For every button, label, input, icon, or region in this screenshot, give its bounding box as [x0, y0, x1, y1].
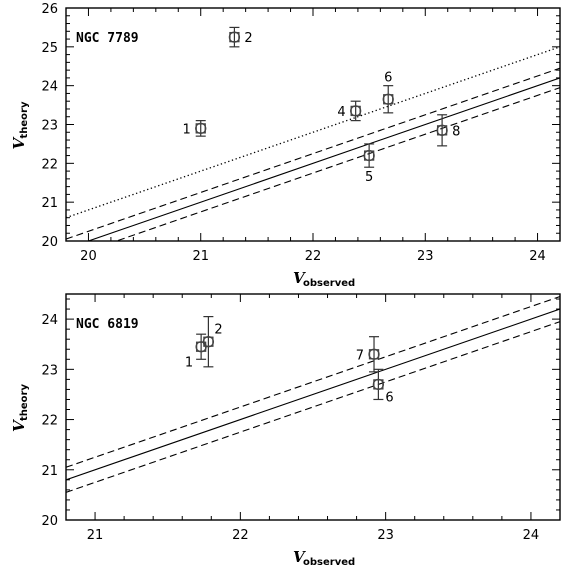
x-tick-label: 23 [417, 249, 434, 264]
x-axis-title-sub: observed [303, 278, 355, 289]
point-label: 4 [337, 105, 345, 120]
y-tick-label: 20 [41, 514, 58, 529]
y-axis-title-sub: theory [19, 384, 30, 421]
dashed-model-line [114, 87, 560, 241]
model-lines [66, 46, 560, 241]
x-tick-label: 24 [523, 528, 540, 543]
y-tick-label: 24 [41, 80, 58, 95]
x-tick-label: 23 [377, 528, 394, 543]
dashed-model-line [66, 67, 560, 240]
point-circle [350, 105, 362, 117]
x-tick-label: 24 [529, 249, 546, 264]
point-label: 6 [385, 390, 393, 405]
x-axis-title: V [293, 548, 306, 566]
point-circle [363, 149, 375, 162]
data-point-8: 8 [436, 114, 460, 147]
dotted-model-line [66, 46, 560, 219]
y-axis-title: V [10, 137, 28, 150]
x-tick-label: 20 [80, 249, 97, 264]
y-tick-label: 22 [41, 157, 58, 172]
x-tick-label: 21 [192, 249, 209, 264]
data-point-5: 5 [363, 143, 375, 185]
y-tick-label: 25 [41, 41, 58, 56]
panel-title: NGC 7789 [76, 31, 139, 46]
y-tick-label: 22 [41, 414, 58, 429]
point-circle [202, 336, 215, 348]
panel-ngc7789: 20 21 22 23 2420212223242526VobservedVtheory… [10, 2, 561, 289]
data-point-1: 1 [185, 333, 207, 371]
dashed-model-line [66, 295, 560, 468]
y-tick-label: 23 [41, 363, 58, 378]
point-circle [382, 93, 394, 105]
y-axis-title: V [10, 419, 28, 432]
x-tick-label: 21 [87, 528, 104, 543]
data-point-2: 2 [202, 316, 223, 368]
panel-title: NGC 6819 [76, 317, 139, 332]
y-axis-title-sub: theory [19, 101, 30, 138]
point-circle [368, 348, 380, 360]
data-point-7: 7 [356, 336, 380, 373]
y-tick-label: 23 [41, 119, 58, 134]
point-circle [372, 378, 385, 391]
point-label: 1 [185, 356, 193, 371]
point-circle [436, 124, 448, 136]
y-tick-label: 24 [41, 313, 58, 328]
y-tick-label: 21 [41, 464, 58, 479]
y-tick-label: 26 [41, 2, 58, 17]
model-lines [66, 295, 560, 493]
point-label: 6 [384, 71, 392, 86]
x-axis-title: V [293, 269, 306, 287]
solid-model-line [66, 308, 560, 481]
dashed-model-line [66, 321, 560, 493]
point-label: 1 [182, 122, 190, 137]
data-point-6: 6 [382, 71, 394, 114]
y-tick-label: 20 [41, 235, 58, 250]
data-point-6: 6 [372, 368, 394, 405]
x-axis-title-sub: observed [303, 557, 355, 568]
data-point-2: 2 [228, 26, 253, 48]
solid-model-line [86, 77, 560, 241]
plot-frame [65, 7, 561, 242]
point-circle [228, 31, 241, 43]
x-tick-label: 22 [232, 528, 249, 543]
point-circle [195, 122, 207, 135]
point-label: 7 [356, 348, 364, 363]
data-point-1: 1 [182, 120, 207, 137]
x-tick-label: 22 [305, 249, 322, 264]
y-tick-label: 21 [41, 196, 58, 211]
point-label: 2 [214, 323, 222, 338]
point-label: 5 [365, 170, 373, 185]
point-label: 8 [452, 124, 460, 139]
data-point-4: 4 [337, 100, 362, 122]
plot-frame [65, 293, 561, 521]
point-label: 2 [244, 31, 252, 46]
